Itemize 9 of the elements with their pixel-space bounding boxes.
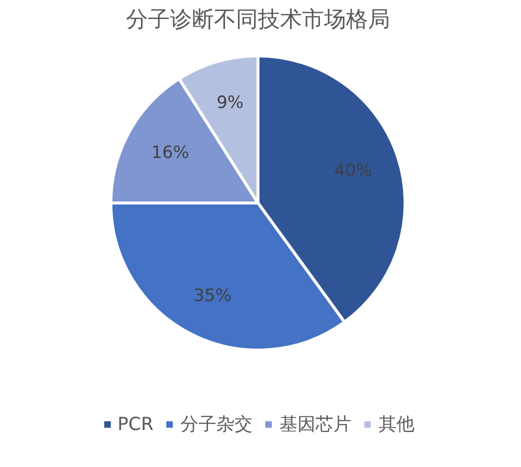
legend-label: 基因芯片 bbox=[279, 413, 352, 436]
data-label: 40% bbox=[334, 160, 372, 181]
data-label: 9% bbox=[216, 92, 244, 113]
data-label: 35% bbox=[194, 286, 232, 306]
data-label: 16% bbox=[151, 142, 190, 163]
legend-label: 其他 bbox=[378, 413, 414, 436]
chart-title: 分子诊断不同技术市场格局 bbox=[126, 8, 390, 32]
legend-label: PCR bbox=[118, 414, 154, 434]
legend-label: 分子杂交 bbox=[180, 413, 252, 436]
